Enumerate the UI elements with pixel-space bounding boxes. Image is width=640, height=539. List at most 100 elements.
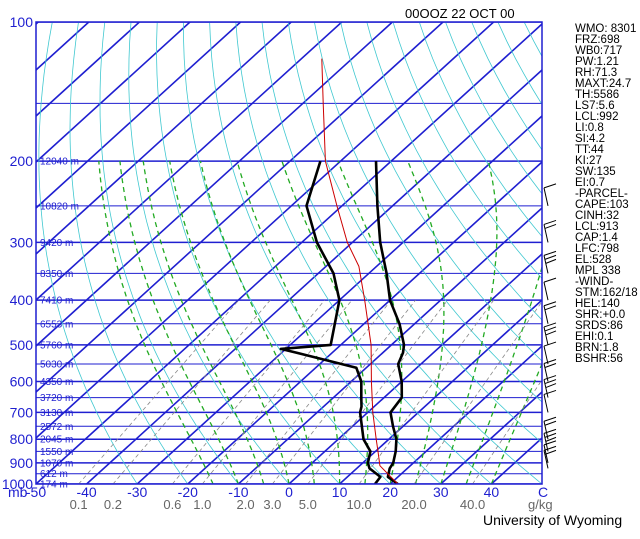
moist-adiabat [169, 160, 290, 484]
moist-adiabat [440, 160, 498, 484]
wind-barb [543, 359, 557, 382]
wind-barb [543, 428, 557, 452]
height-label: 2045 m [40, 435, 73, 446]
height-label: 2572 m [40, 422, 73, 433]
mixing-ratio-tick-label: 20.0 [401, 497, 426, 512]
height-label: 10820 m [40, 201, 79, 212]
isotherm-line [237, 206, 542, 484]
wind-barbs [543, 183, 557, 469]
mixing-ratio-line [202, 299, 353, 484]
pressure-tick-label: 100 [10, 14, 34, 30]
moist-adiabat [490, 362, 542, 484]
temperature-tick-label: -40 [76, 484, 96, 500]
dry-adiabat [418, 22, 542, 238]
height-labels: 12040 m 10820 m 9420 m 8350 m 7410 m 6553 m 57… [40, 157, 79, 491]
credit-text: University of Wyoming [483, 512, 622, 528]
height-label: 8350 m [40, 269, 73, 280]
wind-barb [543, 301, 557, 324]
plot-frame [35, 21, 543, 485]
temperature-tick-label: 20 [382, 484, 398, 500]
index-line: LS7:5.6 [575, 100, 615, 112]
mixing-ratio-line [78, 299, 240, 484]
index-line: TT:44 [575, 144, 604, 156]
dry-adiabat [183, 22, 391, 484]
index-line: EHI:0.1 [575, 331, 613, 343]
mixing-ratio-line [472, 379, 542, 484]
isotherm-line [440, 390, 542, 484]
index-line: FRZ:698 [575, 34, 620, 46]
moist-adiabat [407, 160, 445, 484]
index-line: STM:162/18 [575, 287, 638, 299]
isotherm-line [36, 22, 542, 484]
index-line: SRDS:86 [575, 320, 623, 332]
temperature-tick-label: 40 [484, 484, 500, 500]
isotherm-line [187, 160, 542, 484]
index-line: MPL 338 [575, 265, 621, 277]
dry-adiabat [156, 22, 340, 484]
temperature-tick-label: -50 [26, 484, 46, 500]
index-line: EI:0.7 [575, 177, 605, 189]
wind-barb [543, 183, 557, 206]
moist-adiabat [281, 160, 369, 484]
index-line: LCL:992 [575, 111, 618, 123]
dry-adiabat [629, 22, 640, 484]
index-line: BRN:1.8 [575, 342, 618, 354]
height-label: 3720 m [40, 393, 73, 404]
height-label: 7410 m [40, 296, 73, 307]
isotherm-line [36, 22, 444, 394]
stability-indices: WMO: 8301FRZ:698WB0:717PW:1.21RH:71.3MAX… [575, 23, 638, 365]
mixing-ratio-tick-label: 2.0 [237, 497, 255, 512]
moist-adiabat [142, 160, 265, 484]
index-line: EL:528 [575, 254, 611, 266]
index-line: CAPE:103 [575, 199, 629, 211]
index-line: MAXT:24.7 [575, 78, 631, 90]
moist-adiabat [119, 161, 240, 484]
temperature-axis: mb C -50 -40 -30 -20 -10 0 10 20 30 40 [8, 484, 548, 500]
dry-adiabat [340, 22, 542, 362]
moist-adiabat [236, 160, 341, 484]
mixing-ratio-line [307, 299, 448, 484]
mixing-ratio-tick-label: 0.6 [163, 497, 181, 512]
pressure-tick-label: 400 [10, 292, 34, 308]
dry-adiabat [209, 22, 442, 484]
isotherm-line [36, 22, 242, 210]
pressure-tick-label: 1000 [2, 476, 33, 492]
mixing-ratio-tick-label: 0.1 [70, 497, 88, 512]
index-line: LI:0.8 [575, 122, 604, 134]
height-label: 6553 m [40, 319, 73, 330]
index-line: SI:4.2 [575, 133, 605, 145]
mixing-ratio-line [172, 299, 325, 484]
height-label: 612 m [40, 469, 68, 480]
moist-adiabat [199, 160, 315, 484]
dry-adiabat [392, 22, 542, 280]
isotherm-line [36, 22, 292, 256]
dry-adiabat [128, 22, 290, 484]
background-lines [36, 22, 640, 484]
dry-adiabat [261, 22, 542, 484]
isotherm-line [339, 298, 542, 484]
temperature-tick-label: -20 [178, 484, 198, 500]
isotherm-line [136, 114, 542, 484]
height-label: 4350 m [40, 377, 73, 388]
index-line: -PARCEL- [575, 188, 628, 200]
temperature-tick-label: 0 [285, 484, 293, 500]
mixing-ratio-tick-label: 0.2 [104, 497, 122, 512]
pressure-tick-label: 900 [10, 455, 34, 471]
mixing-ratio-line [358, 299, 494, 484]
wind-barb [543, 250, 557, 274]
dry-adiabat [69, 22, 189, 484]
index-line: CAP:1.4 [575, 232, 618, 244]
pressure-tick-label: 300 [10, 234, 34, 250]
wind-barb [543, 389, 557, 413]
height-label: 12040 m [40, 157, 79, 168]
index-line: BSHR:56 [575, 353, 623, 365]
chart-title: 00OOZ 22 OCT 00 [405, 6, 515, 21]
wind-barb [543, 219, 557, 243]
index-line: SW:135 [575, 166, 616, 178]
wind-barb [543, 322, 557, 346]
height-label: 1070 m [40, 458, 73, 469]
pressure-tick-label: 500 [10, 337, 34, 353]
height-label: 9420 m [40, 238, 73, 249]
temperature-unit-label: C [538, 484, 548, 500]
mixing-ratio-line [112, 299, 271, 484]
